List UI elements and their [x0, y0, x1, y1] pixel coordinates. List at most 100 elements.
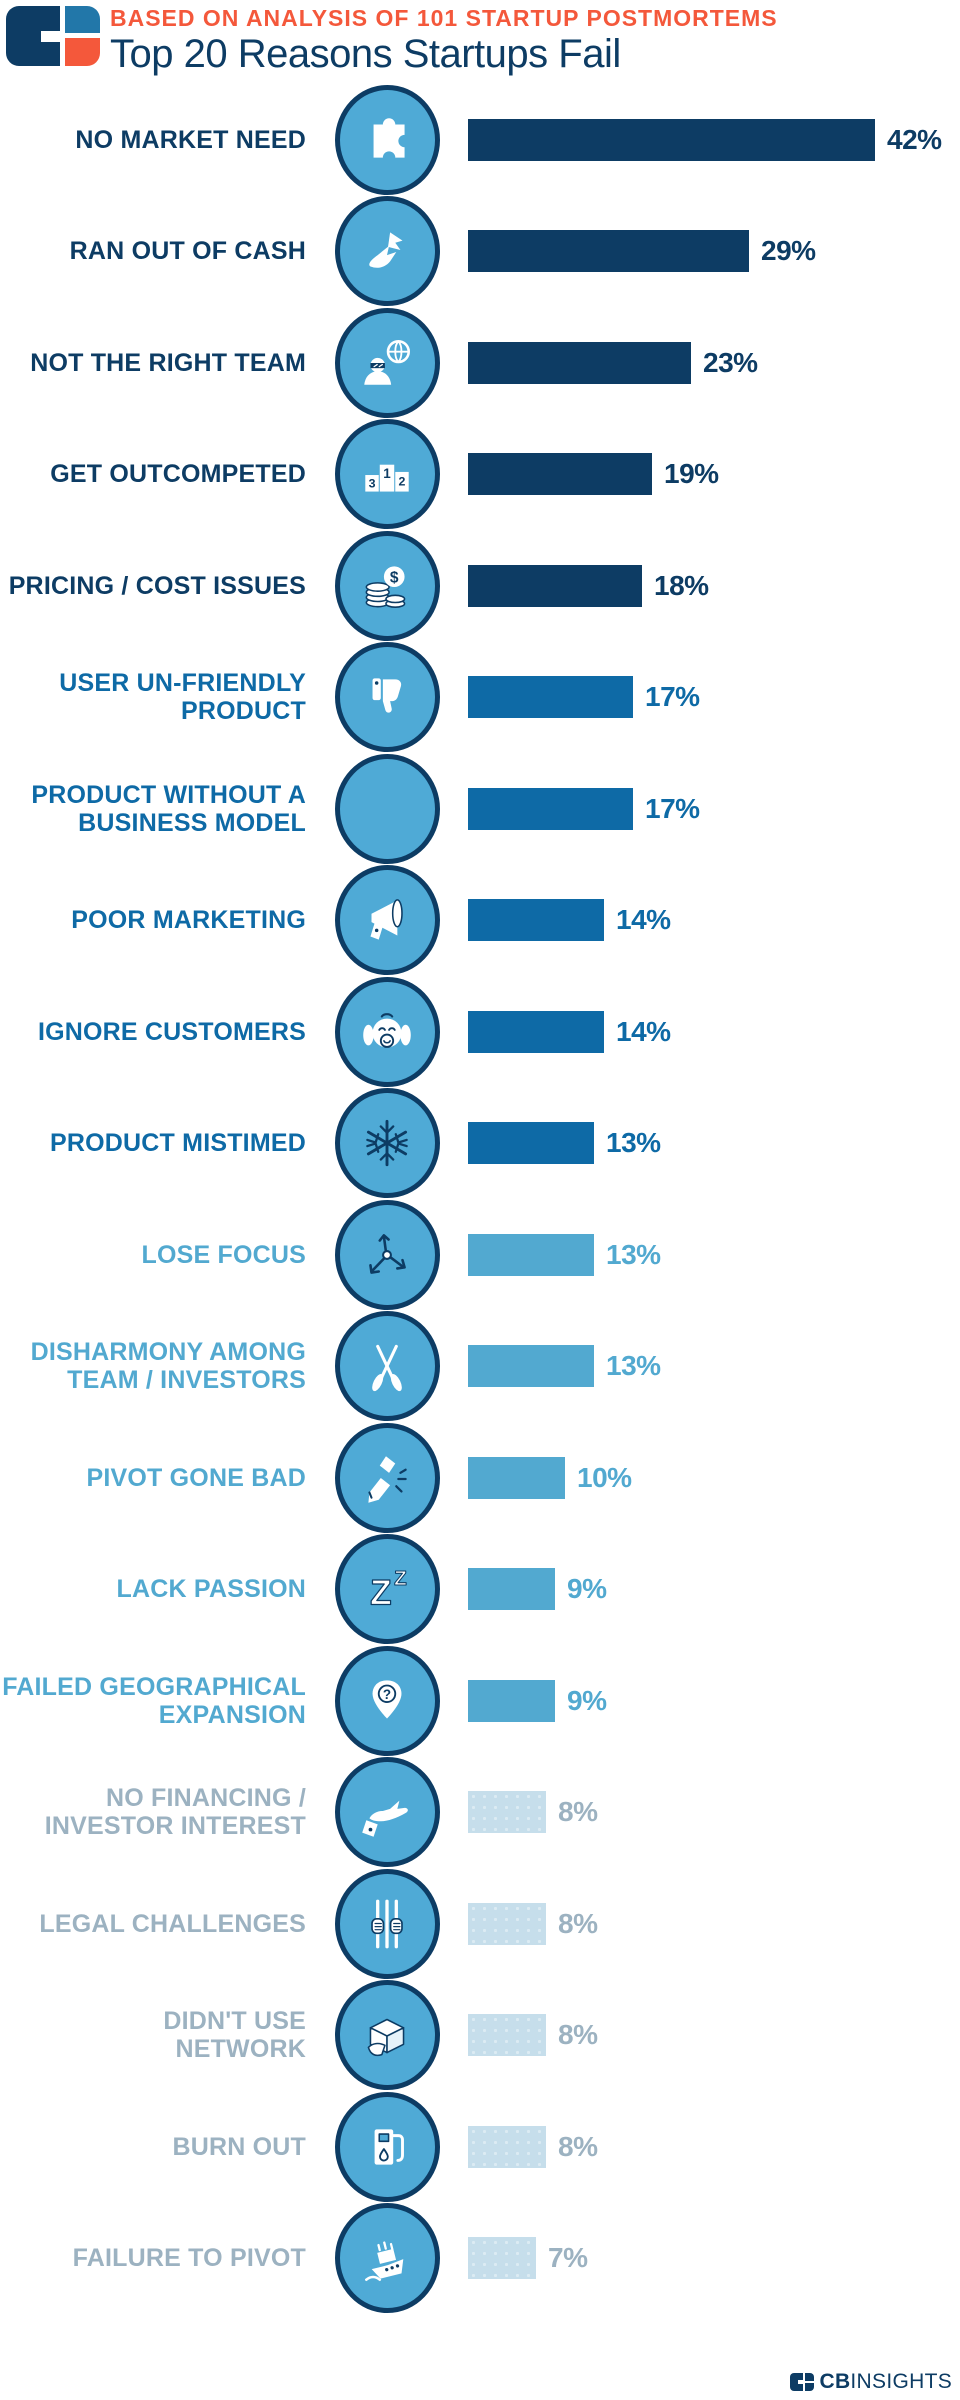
chart-row: LACK PASSION Z Z 9% — [0, 1534, 960, 1646]
bar-value-label: 29% — [761, 235, 816, 267]
row-icon-wrap — [306, 976, 468, 1087]
bar-value-label: 23% — [703, 346, 758, 378]
bar-chart: NO MARKET NEED 42% RAN OUT OF CASH 29% NOT T… — [0, 84, 960, 2314]
svg-text:3: 3 — [369, 477, 376, 491]
bar — [468, 1345, 594, 1388]
cbinsights-logo — [6, 6, 100, 66]
chart-row: PRODUCT WITHOUT A BUSINESS MODEL 17% — [0, 753, 960, 865]
bar-value-label: 8% — [558, 1907, 598, 1939]
row-icon-wrap — [306, 1757, 468, 1868]
chart-row: PRODUCT MISTIMED 13% — [0, 1088, 960, 1200]
thumbs-down-icon — [334, 642, 440, 753]
row-icon-wrap — [306, 2203, 468, 2314]
row-label: LACK PASSION — [116, 1575, 306, 1604]
row-label: RAN OUT OF CASH — [69, 237, 306, 266]
footer-brand-text: CBINSIGHTS — [819, 2370, 952, 2394]
row-label: USER UN-FRIENDLY PRODUCT — [59, 669, 306, 726]
row-label: POOR MARKETING — [71, 906, 306, 935]
row-label: NO MARKET NEED — [75, 125, 306, 154]
footer-brand-bold: CB — [819, 2370, 851, 2393]
svg-text:Z: Z — [370, 1574, 391, 1613]
row-label: NO FINANCING / INVESTOR INTEREST — [44, 1784, 306, 1841]
bar-value-label: 9% — [567, 1573, 607, 1605]
gas-pump-icon — [334, 2091, 440, 2202]
row-label: PRODUCT WITHOUT A BUSINESS MODEL — [31, 780, 306, 837]
bar — [468, 676, 633, 719]
row-icon-wrap — [306, 1311, 468, 1422]
bar — [468, 1679, 555, 1722]
bar — [468, 1902, 546, 1945]
wrong-team-icon — [334, 307, 440, 418]
bar — [468, 1791, 546, 1834]
bar-value-label: 19% — [664, 458, 719, 490]
svg-text:?: ? — [383, 1687, 391, 1702]
svg-text:2: 2 — [399, 475, 406, 489]
bar — [468, 787, 633, 830]
row-icon-wrap — [306, 1422, 468, 1533]
chart-row: DIDN'T USE NETWORK 8% — [0, 1980, 960, 2092]
row-label: FAILED GEOGRAPHICAL EXPANSION — [2, 1672, 306, 1729]
chart-row: BURN OUT 8% — [0, 2091, 960, 2203]
bar — [468, 1233, 594, 1276]
row-label: PRODUCT MISTIMED — [50, 1129, 306, 1158]
snowflake-icon — [334, 1088, 440, 1199]
bar-value-label: 13% — [606, 1238, 661, 1270]
header-text: BASED ON ANALYSIS OF 101 STARTUP POSTMOR… — [110, 5, 778, 75]
puzzle-globe-icon — [334, 84, 440, 195]
row-label: BURN OUT — [172, 2132, 306, 2161]
monkey-ears-icon — [334, 976, 440, 1087]
row-label: DISHARMONY AMONG TEAM / INVESTORS — [30, 1338, 306, 1395]
row-icon-wrap — [306, 1980, 468, 2091]
bar — [468, 2014, 546, 2057]
bar — [468, 230, 749, 273]
chart-row: FAILED GEOGRAPHICAL EXPANSION? 9% — [0, 1645, 960, 1757]
header: BASED ON ANALYSIS OF 101 STARTUP POSTMOR… — [0, 0, 960, 84]
row-icon-wrap — [306, 865, 468, 976]
row-label: FAILURE TO PIVOT — [72, 2244, 306, 2273]
bar-value-label: 8% — [558, 1796, 598, 1828]
bar — [468, 1010, 604, 1053]
chart-row: GET OUTCOMPETED 3 1 2 19% — [0, 419, 960, 531]
row-icon-wrap: ? — [306, 1645, 468, 1756]
row-label: LOSE FOCUS — [141, 1240, 306, 1269]
bar-value-label: 18% — [654, 569, 709, 601]
bar — [468, 2237, 536, 2280]
chart-row: RAN OUT OF CASH 29% — [0, 196, 960, 308]
bar-value-label: 42% — [887, 123, 942, 155]
bar — [468, 1568, 555, 1611]
bar — [468, 1456, 565, 1499]
coins-icon: $ — [334, 530, 440, 641]
bar-value-label: 13% — [606, 1350, 661, 1382]
bar-value-label: 17% — [645, 681, 700, 713]
empty-hand-icon — [334, 1757, 440, 1868]
logo-orange-block — [65, 38, 100, 66]
chart-row: NO FINANCING / INVESTOR INTEREST 8% — [0, 1757, 960, 1869]
megaphone-icon — [334, 865, 440, 976]
row-label: GET OUTCOMPETED — [50, 460, 306, 489]
bar — [468, 2125, 546, 2168]
row-label: LEGAL CHALLENGES — [39, 1909, 306, 1938]
bar-value-label: 8% — [558, 2130, 598, 2162]
bar-value-label: 10% — [577, 1461, 632, 1493]
scatter-arrows-icon — [334, 1199, 440, 1310]
bar — [468, 341, 691, 384]
logo-blue-block — [65, 6, 100, 33]
row-icon-wrap — [306, 307, 468, 418]
row-icon-wrap — [306, 1088, 468, 1199]
row-label: PIVOT GONE BAD — [86, 1463, 306, 1492]
svg-text:Z: Z — [394, 1567, 407, 1590]
broken-pencil-icon — [334, 1422, 440, 1533]
row-icon-wrap — [306, 642, 468, 753]
cbinsights-footer-logo-icon — [790, 2373, 815, 2391]
row-icon-wrap — [306, 84, 468, 195]
map-pin-question-icon: ? — [334, 1645, 440, 1756]
footer: CBINSIGHTS — [790, 2370, 952, 2394]
chart-row: LOSE FOCUS 13% — [0, 1199, 960, 1311]
bar — [468, 564, 642, 607]
row-icon-wrap — [306, 753, 468, 864]
crossed-oars-icon — [334, 1311, 440, 1422]
chart-subtitle: BASED ON ANALYSIS OF 101 STARTUP POSTMOR… — [110, 5, 778, 31]
